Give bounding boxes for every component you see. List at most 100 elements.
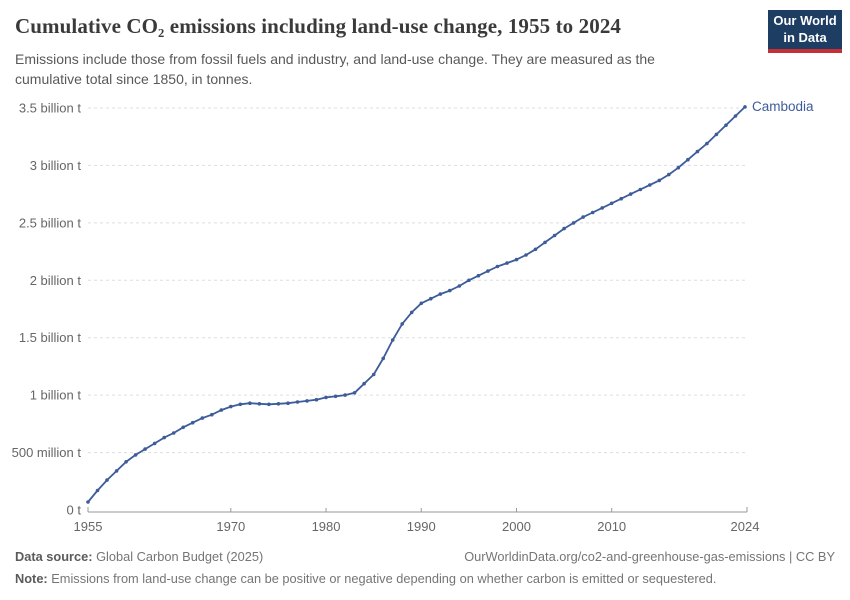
data-point[interactable] bbox=[638, 187, 643, 192]
data-point[interactable] bbox=[438, 292, 443, 296]
y-axis-label: 2 billion t bbox=[30, 273, 82, 288]
data-point[interactable] bbox=[467, 278, 471, 283]
data-point[interactable] bbox=[210, 412, 214, 417]
data-point[interactable] bbox=[571, 221, 576, 225]
data-point[interactable] bbox=[743, 105, 747, 109]
data-point[interactable] bbox=[429, 296, 433, 301]
data-point[interactable] bbox=[657, 178, 662, 183]
y-axis-label: 1.5 billion t bbox=[19, 330, 82, 345]
data-point[interactable] bbox=[362, 381, 366, 386]
x-axis-label: 1955 bbox=[74, 519, 103, 534]
citation-link[interactable]: OurWorldinData.org/co2-and-greenhouse-ga… bbox=[464, 549, 835, 564]
note-label: Note: bbox=[15, 571, 48, 586]
data-point[interactable] bbox=[371, 372, 376, 377]
data-point[interactable] bbox=[238, 402, 243, 407]
chart-subtitle: Emissions include those from fossil fuel… bbox=[15, 51, 655, 87]
data-point[interactable] bbox=[381, 356, 386, 361]
data-point[interactable] bbox=[505, 261, 509, 265]
data-point[interactable] bbox=[314, 397, 319, 402]
data-point[interactable] bbox=[619, 196, 623, 201]
data-point[interactable] bbox=[590, 210, 595, 215]
data-point[interactable] bbox=[562, 226, 566, 231]
data-point[interactable] bbox=[543, 240, 547, 245]
data-point[interactable] bbox=[95, 488, 100, 493]
data-point[interactable] bbox=[676, 165, 681, 170]
data-point[interactable] bbox=[133, 453, 138, 457]
y-axis-label: 1 billion t bbox=[30, 388, 82, 403]
data-point[interactable] bbox=[352, 391, 357, 395]
data-point[interactable] bbox=[609, 201, 614, 206]
x-axis-label: 2000 bbox=[502, 519, 531, 534]
owid-logo-line1: Our World bbox=[773, 13, 837, 29]
data-point[interactable] bbox=[733, 114, 738, 118]
data-point[interactable] bbox=[448, 288, 452, 293]
data-point[interactable] bbox=[152, 441, 157, 446]
y-axis-label: 3.5 billion t bbox=[19, 101, 82, 116]
data-point[interactable] bbox=[495, 264, 500, 269]
x-axis-label: 2010 bbox=[597, 519, 626, 534]
data-point[interactable] bbox=[190, 420, 195, 425]
note-text: Note: Emissions from land-use change can… bbox=[15, 571, 835, 586]
data-point[interactable] bbox=[257, 402, 262, 406]
data-point[interactable] bbox=[333, 394, 338, 399]
data-point[interactable] bbox=[714, 132, 719, 137]
data-point[interactable] bbox=[552, 233, 557, 238]
note-value: Emissions from land-use change can be po… bbox=[47, 571, 717, 586]
data-point[interactable] bbox=[295, 400, 300, 404]
data-source-value: Global Carbon Budget (2025) bbox=[92, 549, 264, 564]
data-point[interactable] bbox=[533, 247, 538, 252]
data-point[interactable] bbox=[648, 183, 652, 187]
data-point[interactable] bbox=[486, 269, 490, 273]
x-axis-label: 1980 bbox=[312, 519, 341, 534]
data-point[interactable] bbox=[390, 338, 395, 342]
data-point[interactable] bbox=[181, 425, 185, 430]
data-point[interactable] bbox=[409, 310, 414, 315]
owid-logo[interactable]: Our World in Data bbox=[768, 10, 842, 53]
data-point[interactable] bbox=[667, 172, 671, 177]
y-axis-label: 2.5 billion t bbox=[19, 215, 82, 230]
x-axis-label: 1990 bbox=[407, 519, 436, 534]
data-point[interactable] bbox=[305, 399, 309, 403]
x-axis-label: 1970 bbox=[216, 519, 245, 534]
entity-label[interactable]: Cambodia bbox=[752, 99, 814, 114]
data-point[interactable] bbox=[200, 416, 205, 420]
data-point[interactable] bbox=[219, 408, 224, 412]
data-point[interactable] bbox=[600, 206, 604, 210]
data-point[interactable] bbox=[419, 301, 424, 306]
y-axis-label: 3 billion t bbox=[30, 158, 82, 173]
data-source-text: Data source: Global Carbon Budget (2025) bbox=[15, 549, 263, 564]
data-point[interactable] bbox=[143, 447, 147, 451]
data-point[interactable] bbox=[105, 478, 109, 482]
data-point[interactable] bbox=[276, 402, 281, 406]
data-point[interactable] bbox=[248, 401, 252, 406]
owid-logo-text: Our World in Data bbox=[773, 13, 836, 46]
data-point[interactable] bbox=[114, 469, 119, 473]
owid-logo-line2: in Data bbox=[783, 29, 827, 45]
data-point[interactable] bbox=[171, 431, 176, 435]
data-point[interactable] bbox=[476, 273, 481, 278]
data-point[interactable] bbox=[400, 322, 405, 326]
chart-footer: Data source: Global Carbon Budget (2025)… bbox=[15, 549, 835, 586]
data-point[interactable] bbox=[286, 401, 290, 406]
data-source-label: Data source: bbox=[15, 549, 93, 564]
data-point[interactable] bbox=[524, 253, 528, 257]
data-point[interactable] bbox=[705, 141, 709, 146]
data-point[interactable] bbox=[324, 395, 328, 400]
data-point[interactable] bbox=[86, 500, 90, 504]
data-point[interactable] bbox=[343, 393, 347, 397]
data-point[interactable] bbox=[695, 149, 700, 154]
data-point[interactable] bbox=[686, 157, 690, 162]
data-point[interactable] bbox=[162, 435, 166, 440]
data-point[interactable] bbox=[514, 257, 519, 262]
y-axis-label: 0 t bbox=[67, 503, 82, 518]
data-point[interactable] bbox=[581, 215, 585, 219]
data-point[interactable] bbox=[457, 284, 462, 288]
data-point[interactable] bbox=[267, 402, 271, 407]
data-point[interactable] bbox=[124, 460, 128, 464]
data-point[interactable] bbox=[229, 404, 233, 409]
data-point[interactable] bbox=[724, 123, 728, 127]
data-point[interactable] bbox=[628, 192, 633, 196]
line-cambodia[interactable] bbox=[87, 106, 746, 503]
